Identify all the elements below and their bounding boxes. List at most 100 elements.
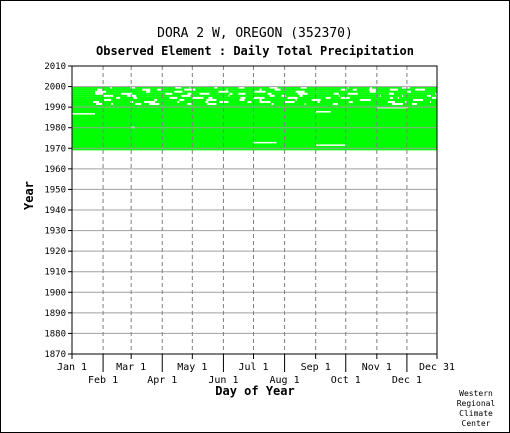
data-segment-1992 xyxy=(394,100,405,104)
data-segment-1992 xyxy=(319,100,349,104)
data-segment-1994 xyxy=(264,96,288,99)
data-segment-1994 xyxy=(72,96,100,99)
data-segment-1998 xyxy=(280,88,298,91)
data-segment-1998 xyxy=(150,88,158,91)
data-segment-1991 xyxy=(273,103,305,106)
data-segment-1999 xyxy=(277,86,301,89)
data-segment-1997 xyxy=(106,90,147,93)
data-segment-1991 xyxy=(305,103,333,106)
data-segment-1998 xyxy=(227,88,260,91)
data-segment-1991 xyxy=(72,103,97,106)
data-segment-1995 xyxy=(339,94,351,97)
data-segment-1998 xyxy=(424,88,437,91)
chart-subtitle: Observed Element : Daily Total Precipita… xyxy=(96,44,414,58)
data-segment-1991 xyxy=(159,103,188,106)
y-tick-label: 1990 xyxy=(44,103,66,113)
data-segment-1991 xyxy=(141,103,150,106)
data-segment-1999 xyxy=(181,86,190,89)
data-segment-1993 xyxy=(157,98,180,101)
data-segment-1996 xyxy=(72,92,96,95)
data-segment-1991 xyxy=(216,103,248,106)
data-segment-1999 xyxy=(135,86,176,89)
data-segment-1993 xyxy=(296,98,312,101)
x-tick-label: Mar 1 xyxy=(116,362,146,373)
data-segment-1998 xyxy=(195,88,227,91)
data-segment-1999 xyxy=(217,86,239,89)
data-segment-1993 xyxy=(422,98,437,101)
data-segment-1994 xyxy=(297,96,326,99)
data-segment-1994 xyxy=(349,96,390,99)
data-segment-1999 xyxy=(409,86,437,89)
data-gap xyxy=(253,141,277,144)
data-segment-1995 xyxy=(190,94,229,97)
x-tick-label: Dec 1 xyxy=(392,375,422,386)
data-segment-1997 xyxy=(410,90,437,93)
y-tick-label: 1930 xyxy=(44,227,66,237)
data-segment-1996 xyxy=(172,92,188,95)
y-tick-label: 1880 xyxy=(44,329,66,339)
data-segment-1992 xyxy=(294,100,318,104)
data-segment-1997 xyxy=(228,90,255,93)
data-segment-1992 xyxy=(155,100,178,104)
y-tick-label: 1870 xyxy=(44,350,66,360)
y-tick-label: 1950 xyxy=(44,185,66,195)
data-segment-1996 xyxy=(307,92,334,95)
credit-text: Western Regional Climate Center xyxy=(456,389,496,428)
data-segment-1994 xyxy=(177,96,193,99)
data-segment-1995 xyxy=(113,94,128,97)
data-segment-1995 xyxy=(402,94,427,97)
data-segment-1998 xyxy=(72,88,98,91)
data-segment-1995 xyxy=(430,94,436,97)
data-segment-1998 xyxy=(102,88,143,91)
data-segment-1991 xyxy=(337,103,350,106)
data-segment-1996 xyxy=(338,92,348,95)
y-tick-label: 2000 xyxy=(44,83,66,93)
data-segment-1999 xyxy=(371,86,392,89)
data-segment-1996 xyxy=(103,92,122,95)
data-segment-1995 xyxy=(350,94,380,97)
data-segment-1992 xyxy=(99,100,131,104)
data-segment-1998 xyxy=(356,88,369,91)
data-segment-1997 xyxy=(326,90,370,93)
y-tick-label: 1940 xyxy=(44,206,66,216)
data-segment-1996 xyxy=(271,92,298,95)
data-segment-1999 xyxy=(348,86,370,89)
x-tick-label: Sep 1 xyxy=(301,362,331,373)
x-tick-label: Nov 1 xyxy=(362,362,392,373)
data-segment-1999 xyxy=(112,86,131,89)
y-tick-label: 1900 xyxy=(44,288,66,298)
data-segment-1992 xyxy=(133,100,145,104)
data-segment-1997 xyxy=(304,90,327,93)
data-segment-1992 xyxy=(72,100,94,104)
data-segment-1992 xyxy=(228,100,248,104)
y-tick-label: 2010 xyxy=(44,62,66,72)
x-tick-label: Feb 1 xyxy=(88,375,118,386)
data-segment-1992 xyxy=(352,100,388,104)
y-tick-label: 1960 xyxy=(44,165,66,175)
data-segment-1998 xyxy=(261,88,275,91)
data-segment-1996 xyxy=(245,92,268,95)
data-segment-1992 xyxy=(251,100,260,104)
data-segment-1991 xyxy=(191,103,208,106)
data-segment-1992 xyxy=(430,100,437,104)
x-tick-label: Jun 1 xyxy=(208,375,238,386)
x-tick-label: Jan 1 xyxy=(57,362,87,373)
data-segment-1995 xyxy=(285,94,300,97)
data-segment-1999 xyxy=(72,86,111,89)
data-segment-1999 xyxy=(190,86,215,89)
data-segment-1997 xyxy=(375,90,407,93)
data-segment-1993 xyxy=(72,98,105,101)
data-segment-1999 xyxy=(306,86,348,89)
data-segment-1995 xyxy=(72,94,104,97)
data-segment-1993 xyxy=(216,98,240,101)
data-segment-1994 xyxy=(212,96,241,99)
data-segment-1996 xyxy=(191,92,200,95)
data-segment-1996 xyxy=(217,92,230,95)
data-segment-1998 xyxy=(375,88,390,91)
data-segment-1994 xyxy=(245,96,254,99)
data-segment-1997 xyxy=(265,90,296,93)
plot-border xyxy=(71,65,438,355)
data-segment-1994 xyxy=(99,96,117,99)
data-segment-1995 xyxy=(274,94,282,97)
